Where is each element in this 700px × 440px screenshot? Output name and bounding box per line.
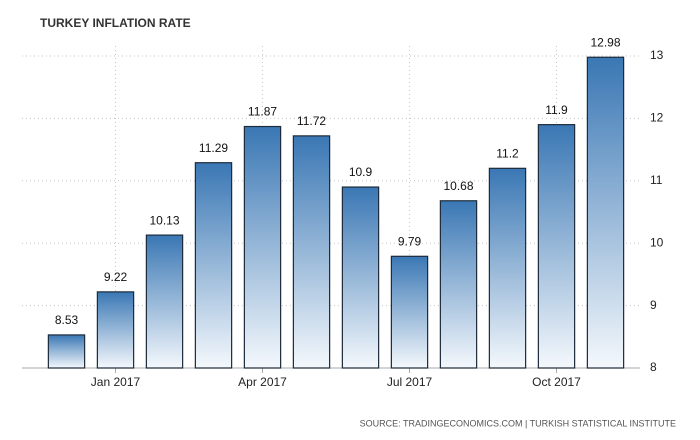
data-label: 11.9 [545,103,568,117]
x-tick-label: Jul 2017 [387,375,433,389]
data-label: 8.53 [55,313,79,327]
y-tick-label: 12 [650,111,664,125]
x-tick-label: Oct 2017 [532,375,581,389]
bar [145,234,184,369]
data-label: 11.2 [496,146,519,160]
data-label: 11.29 [199,141,228,155]
bar [488,167,527,369]
y-tick-label: 10 [650,235,664,249]
bar [537,124,576,369]
y-tick-label: 13 [650,48,664,62]
data-label: 11.87 [248,105,277,119]
bar [390,255,429,369]
data-label: 10.9 [349,165,373,179]
y-tick-label: 9 [650,298,657,312]
bar [439,200,478,369]
y-tick-label: 8 [650,360,657,374]
source: SOURCE: TRADINGECONOMICS.COM | TURKISH S… [360,418,676,428]
x-tick-label: Jan 2017 [91,375,141,389]
bar [341,186,380,369]
data-label: 10.68 [443,179,473,193]
bar [292,135,331,369]
data-label: 11.72 [297,114,326,128]
bar [96,291,135,369]
data-label: 12.98 [590,35,620,49]
data-label: 9.22 [104,270,128,284]
data-label: 9.79 [398,234,422,248]
bar [243,125,282,369]
bar [194,162,233,369]
y-tick-label: 11 [650,173,663,187]
bar [586,56,625,369]
x-tick-label: Apr 2017 [238,375,287,389]
chart-title: TURKEY INFLATION RATE [40,16,191,30]
bar [47,334,86,369]
data-label: 10.13 [149,213,179,227]
